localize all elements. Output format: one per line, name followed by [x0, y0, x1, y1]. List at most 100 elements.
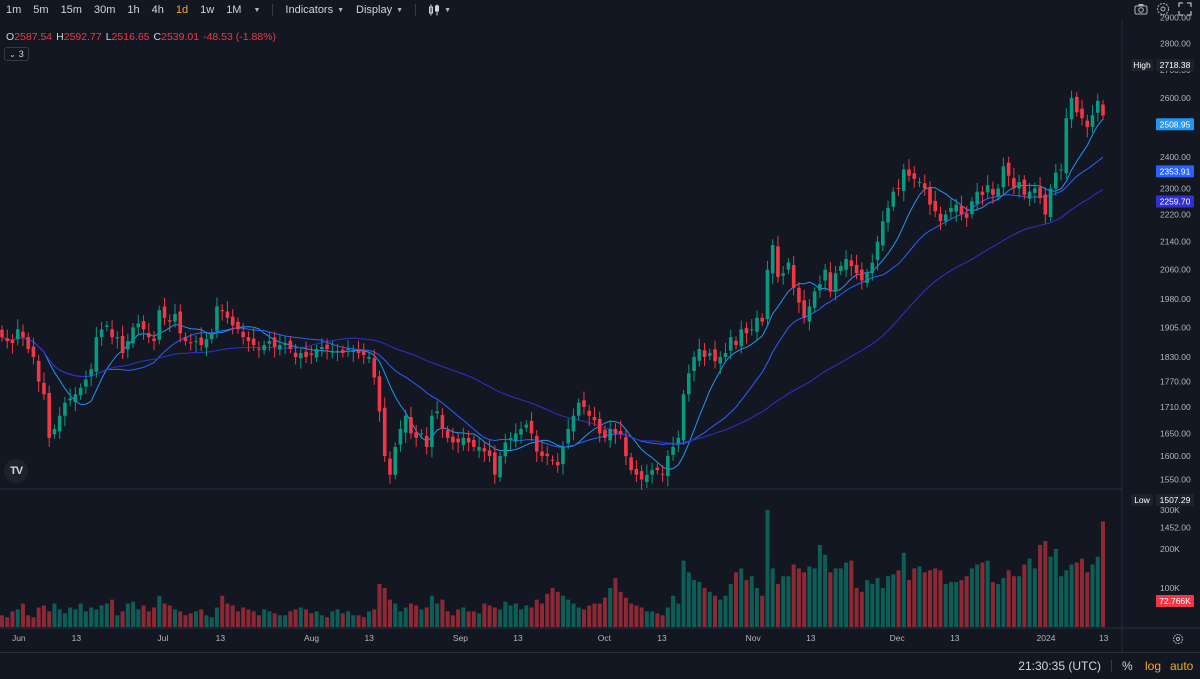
volume-bar — [136, 609, 141, 627]
volume-bar — [545, 593, 550, 627]
candle — [991, 181, 995, 204]
camera-icon[interactable] — [1134, 2, 1148, 16]
candle — [335, 343, 340, 362]
timeframe-1h[interactable]: 1h — [127, 4, 140, 16]
bottom-bar: 21:30:35 (UTC) % log auto — [0, 652, 1200, 679]
volume-bar — [89, 607, 94, 627]
volume-axis[interactable]: 300K 200K 100K — [1160, 505, 1180, 593]
fullscreen-icon[interactable] — [1178, 2, 1192, 16]
timeframe-1m[interactable]: 1m — [6, 4, 22, 16]
tradingview-logo[interactable]: TV — [4, 459, 28, 483]
volume-tick-label: 200K — [1160, 544, 1180, 554]
volume-bar — [781, 576, 786, 627]
percent-scale-button[interactable]: % — [1122, 659, 1133, 673]
volume-bar — [917, 566, 922, 627]
candle — [802, 289, 806, 324]
auto-scale-button[interactable]: auto — [1170, 659, 1194, 673]
volume-bar — [744, 580, 749, 627]
candle — [1085, 114, 1090, 138]
volume-tick-label: 100K — [1160, 583, 1180, 593]
candle — [267, 332, 272, 352]
price-axis[interactable]: 2900.002800.002700.002600.002500.002400.… — [1160, 12, 1191, 532]
volume-bar — [445, 611, 450, 627]
log-scale-button[interactable]: log — [1145, 659, 1162, 673]
chart-type-button[interactable]: ▼ — [422, 4, 457, 16]
timeframe-4h[interactable]: 4h — [151, 4, 164, 16]
volume-bar — [1006, 570, 1011, 627]
time-axis[interactable]: Jun 13 Jul 13 Aug 13 Sep 13 Oct 13 Nov 13 Dec 13 2024 1… — [12, 633, 1109, 643]
candle — [456, 432, 460, 453]
candle — [823, 263, 827, 291]
settings-icon[interactable] — [1156, 2, 1170, 16]
candle — [844, 250, 848, 278]
volume-bar — [912, 568, 917, 627]
candle — [372, 349, 377, 385]
volume-bar — [456, 609, 461, 627]
candle — [922, 174, 927, 196]
candle — [84, 370, 88, 395]
volume-bar — [854, 587, 859, 627]
candle — [608, 420, 612, 448]
timeframe-5m[interactable]: 5m — [33, 4, 49, 16]
volume-bar — [870, 584, 875, 627]
volume-bar — [57, 609, 62, 627]
price-tick-label: 2220.00 — [1160, 210, 1191, 220]
candle — [943, 210, 948, 226]
timeframe-1M[interactable]: 1M — [226, 4, 242, 16]
candle — [173, 303, 177, 328]
candle — [466, 430, 471, 452]
candle — [797, 281, 801, 314]
price-tick-label: 2060.00 — [1160, 265, 1191, 275]
close-key: C — [153, 31, 162, 43]
gear-icon[interactable] — [1172, 633, 1184, 645]
volume-bar — [78, 603, 83, 627]
candle — [94, 326, 99, 378]
volume-bar — [812, 568, 817, 627]
volume-bar — [796, 568, 801, 627]
volume-bar — [167, 605, 172, 627]
candle — [472, 435, 476, 452]
low-value: 2516.65 — [111, 31, 150, 43]
indicators-button[interactable]: Indicators ▼ — [279, 4, 350, 16]
time-tick-label: 13 — [806, 633, 816, 643]
timeframe-30m[interactable]: 30m — [93, 4, 116, 16]
timeframe-1d[interactable]: 1d — [175, 4, 189, 16]
clock[interactable]: 21:30:35 (UTC) — [1018, 659, 1101, 673]
indicators-toggle-button[interactable]: ⌄ 3 — [4, 47, 29, 61]
candle — [1017, 174, 1021, 198]
price-tick-label: 2900.00 — [1160, 12, 1191, 22]
candle — [1101, 100, 1105, 120]
candle — [141, 315, 146, 340]
candle — [1022, 175, 1027, 200]
volume-bar — [1001, 578, 1006, 627]
volume-bar — [681, 560, 686, 627]
candle — [1064, 107, 1069, 180]
candle — [246, 331, 251, 352]
indicators-label: Indicators — [285, 4, 334, 16]
volume-bar — [183, 615, 188, 627]
timeframe-1w[interactable]: 1w — [200, 4, 215, 16]
more-timeframes-chevron-icon[interactable]: ▼ — [253, 6, 261, 14]
volume-bar — [760, 595, 765, 627]
candle — [487, 440, 492, 463]
candle — [251, 328, 256, 351]
candle — [199, 327, 204, 351]
volume-bar — [765, 509, 770, 627]
volume-bar — [15, 609, 20, 627]
candle — [78, 383, 83, 400]
candle — [21, 324, 25, 347]
candle — [833, 265, 838, 301]
timeframe-15m[interactable]: 15m — [60, 4, 82, 16]
volume-bar — [487, 605, 492, 627]
candle — [209, 328, 214, 344]
candle — [236, 317, 240, 334]
candle — [482, 442, 487, 462]
display-button[interactable]: Display ▼ — [350, 4, 409, 16]
volume-bar — [1101, 521, 1105, 627]
candle — [613, 423, 618, 444]
volume-bar — [985, 560, 990, 627]
candle — [162, 297, 167, 326]
indicators-chevron-icon: ▼ — [337, 6, 345, 14]
volume-bar — [36, 607, 41, 627]
